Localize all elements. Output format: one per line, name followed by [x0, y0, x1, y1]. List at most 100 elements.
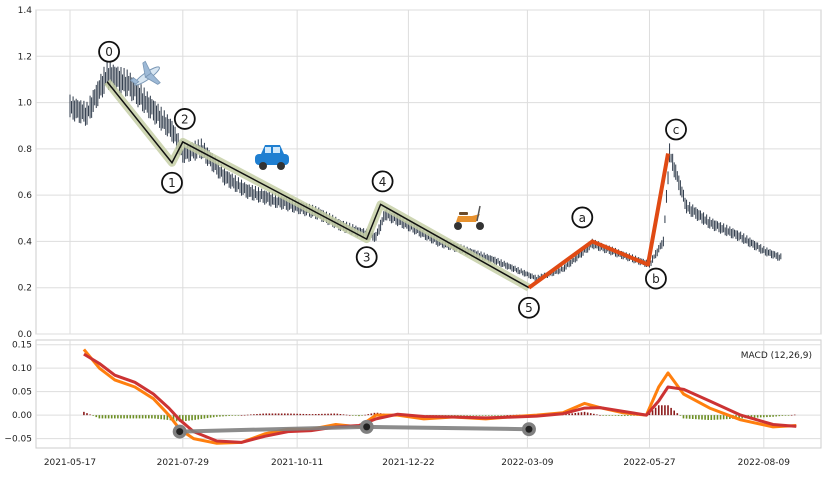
macd-histogram-bar	[268, 413, 271, 416]
macd-histogram-bar	[101, 415, 104, 419]
macd-histogram-bar	[277, 413, 280, 416]
macd-histogram-bar	[673, 410, 675, 416]
macd-histogram-bar	[472, 415, 475, 416]
macd-histogram-bar	[117, 415, 119, 419]
impulse-wave-line	[106, 81, 530, 289]
macd-histogram-bar	[509, 414, 512, 416]
macd-y-tick-label: 0.10	[12, 364, 32, 374]
macd-histogram-bar	[775, 415, 777, 417]
price-y-tick-label: 1.2	[18, 52, 32, 62]
icon-layer	[129, 60, 484, 230]
car-wheel	[259, 162, 267, 170]
signal-line	[83, 352, 797, 444]
macd-histogram-bar	[283, 413, 286, 416]
macd-histogram-bar	[654, 407, 657, 416]
macd-histogram-bar	[487, 415, 490, 416]
macd-histogram-bar	[225, 415, 227, 417]
corrective-wave-line	[527, 153, 670, 290]
macd-histogram-bar	[345, 414, 348, 416]
macd-histogram-bar	[188, 415, 190, 421]
macd-histogram-bar	[185, 415, 187, 421]
macd-histogram-bar	[129, 415, 132, 419]
macd-histogram-bar	[648, 412, 651, 416]
macd-histogram-bar	[759, 415, 762, 418]
x-tick-label: 2021-12-22	[382, 458, 434, 468]
wave-label-1: 1	[168, 176, 176, 190]
macd-histogram-bar	[790, 414, 793, 416]
macd-histogram-bar	[249, 414, 252, 416]
macd-histogram-bar	[602, 415, 604, 416]
price-panel	[35, 9, 822, 335]
macd-histogram-bar	[614, 415, 617, 416]
macd-histogram-bar	[324, 413, 326, 416]
macd-histogram-bar	[627, 415, 629, 416]
macd-histogram-bar	[568, 413, 570, 416]
macd-histogram-bar	[373, 412, 376, 416]
macd-y-tick-label: 0.05	[12, 388, 32, 398]
macd-histogram-bar	[682, 415, 685, 419]
wave-label-circle	[571, 206, 594, 229]
macd-histogram-bar	[651, 410, 654, 416]
wave-label-circle	[98, 40, 120, 63]
macd-histogram-bar	[293, 413, 295, 416]
macd-histogram-bar	[160, 415, 162, 420]
macd-histogram-bar	[215, 415, 218, 417]
macd-y-tick-label: 0.00	[12, 411, 32, 421]
car-wheel	[277, 162, 285, 170]
wave-label-c: c	[673, 123, 680, 137]
wave-label-circle	[518, 296, 540, 319]
macd-histogram-bar	[571, 413, 574, 416]
macd-histogram-bar	[497, 415, 499, 416]
car-icon	[255, 145, 289, 170]
macd-histogram-bar	[667, 405, 669, 416]
macd-histogram-bar	[280, 413, 283, 416]
wave-label-b: b	[652, 272, 660, 286]
macd-histogram-bar	[630, 415, 632, 416]
wave-label-0: 0	[105, 45, 113, 59]
wave-label-4: 4	[379, 175, 387, 189]
macd-histogram-bar	[463, 415, 465, 416]
macd-histogram-bar	[95, 415, 98, 418]
macd-histogram-bar	[317, 413, 320, 416]
macd-histogram-bar	[750, 415, 753, 418]
scooter-body	[456, 214, 480, 222]
price-y-tick-label: 0.2	[18, 284, 32, 294]
macd-histogram-bar	[698, 415, 700, 420]
macd-histogram-bar	[457, 415, 459, 416]
elliott-wave-layer: 0 1 2 3 4 5 a b c	[98, 40, 687, 319]
macd-histogram-bar	[781, 415, 784, 416]
macd-histogram-bar	[688, 415, 691, 419]
macd-histogram-bar	[256, 414, 258, 416]
scooter-wheel	[476, 222, 484, 230]
macd-histogram-bar	[141, 415, 144, 419]
macd-histogram-bar	[89, 414, 91, 416]
macd-histogram-bar	[342, 414, 345, 416]
macd-histogram-bar	[661, 405, 663, 416]
macd-histogram-bar	[259, 413, 261, 416]
macd-histogram-bar	[123, 415, 125, 419]
macd-histogram-bar	[475, 415, 478, 416]
macd-histogram-bar	[766, 415, 768, 418]
macd-histogram-bar	[138, 415, 141, 419]
macd-histogram-bar	[290, 413, 292, 416]
macd-histogram-bar	[769, 415, 771, 417]
macd-histogram-bar	[314, 414, 317, 416]
macd-histogram-bar	[593, 413, 595, 416]
macd-histogram-bar	[574, 412, 577, 416]
macd-histogram-bar	[611, 415, 614, 416]
macd-histogram-bar	[194, 415, 196, 420]
macd-histogram-bar	[243, 414, 246, 416]
price-y-tick-label: 0.4	[18, 237, 33, 247]
macd-histogram-bar	[676, 413, 679, 416]
macd-histogram-bar	[296, 413, 298, 416]
macd-histogram-bar	[157, 415, 159, 419]
macd-histogram-bar	[565, 414, 567, 416]
macd-histogram-bar	[330, 413, 332, 416]
macd-histogram-bar	[166, 415, 169, 420]
wave-label-circle	[665, 118, 687, 141]
macd-histogram-bar	[274, 413, 277, 416]
macd-histogram-bar	[793, 414, 796, 416]
macd-histogram-bar	[271, 413, 274, 416]
wave-label-circle	[371, 170, 394, 193]
macd-histogram-bar	[657, 405, 660, 416]
